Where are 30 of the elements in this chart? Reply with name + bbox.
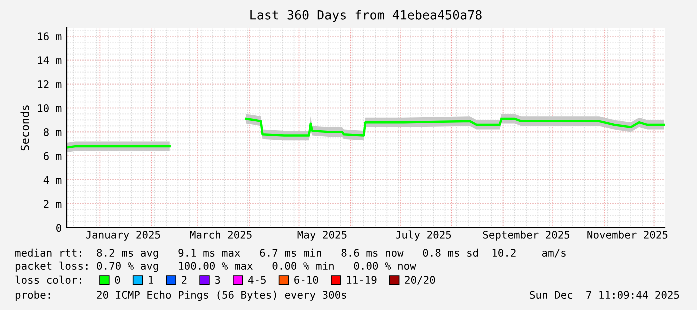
x-tick-label: July 2025 xyxy=(396,230,452,241)
legend-label: 4-5 xyxy=(248,276,266,284)
legend-label: 11-19 xyxy=(347,276,377,284)
legend-label: 3 xyxy=(215,276,220,284)
y-tick-label: 0 xyxy=(56,224,62,232)
y-tick-label: 8 m xyxy=(44,128,62,136)
y-tick-label: 14 m xyxy=(38,56,62,64)
y-tick-label: 16 m xyxy=(38,32,62,41)
text: Sun Dec 7 11:09:44 2025 xyxy=(530,291,680,300)
legend-label: 0 xyxy=(115,276,120,284)
y-tick-label: 12 m xyxy=(38,80,62,88)
y-axis-title: Seconds xyxy=(20,106,30,151)
x-tick-label: November 2025 xyxy=(588,230,668,239)
chart-title: Last 360 Days from 41ebea450a78 xyxy=(250,10,482,22)
legend-label: 1 xyxy=(149,276,154,284)
text: packet loss: 0.70 % avg 100.00 % max 0.00 % min 0.00 % now xyxy=(16,262,416,272)
text: median rtt: 8.2 ms avg 9.1 ms max 6.7 ms min 8.6 ms now 0.8 ms sd 10.2 am/s xyxy=(16,248,566,260)
text: probe: 20 ICMP Echo Pings (56 Bytes) every 300s xyxy=(16,290,346,302)
x-tick-label: March 2025 xyxy=(190,230,252,239)
legend-label: 6-10 xyxy=(294,276,318,284)
x-tick-label: January 2025 xyxy=(86,231,160,241)
legend-label: 2 xyxy=(182,276,187,284)
legend-title: loss color: xyxy=(16,276,82,284)
x-tick-label: May 2025 xyxy=(298,231,347,241)
y-tick-label: 4 m xyxy=(44,176,62,184)
y-tick-label: 6 m xyxy=(44,152,62,160)
y-tick-label: 10 m xyxy=(38,104,62,112)
x-tick-label: September 2025 xyxy=(483,230,570,241)
legend-label: 20/20 xyxy=(405,276,436,285)
y-tick-label: 2 m xyxy=(44,200,62,208)
